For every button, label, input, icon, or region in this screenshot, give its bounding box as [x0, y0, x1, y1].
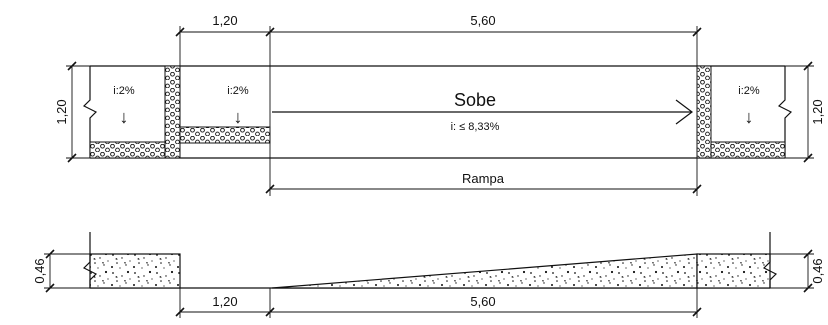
section-dim-bottom-left: 1,20 [212, 294, 237, 309]
plan-left-dimension: 1,20 [54, 61, 90, 163]
plan-dim-right-vertical: 1,20 [810, 99, 825, 124]
plan-dim-top-right: 5,60 [470, 13, 495, 28]
arrow-down-icon: ↓ [234, 107, 243, 127]
section-dim-right-vertical: 0,46 [810, 258, 825, 283]
section-dim-bottom-right: 5,60 [470, 294, 495, 309]
section-dim-left-vertical: 0,46 [32, 258, 47, 283]
ramp-label: Rampa [462, 171, 505, 186]
section-right-dimension: 0,46 [770, 249, 825, 293]
arrow-down-icon: ↓ [745, 107, 754, 127]
slope-label-left-inner: i:2% [227, 85, 249, 97]
section-bottom-dimension: 1,20 5,60 [175, 288, 702, 318]
section-ramp-wedge [271, 253, 698, 289]
ramp-slope-label: i: ≤ 8,33% [451, 121, 500, 133]
ramp-direction-label: Sobe [454, 90, 496, 110]
section-block-right [696, 253, 771, 289]
section-block-left [89, 253, 181, 289]
plan-dim-top-left: 1,20 [212, 13, 237, 28]
plan-top-dimension: 1,20 5,60 [175, 13, 702, 66]
ramp-length-dimension: Rampa [265, 158, 702, 196]
drain-strip-left-bottom [89, 141, 166, 159]
drain-strip-right-vertical [696, 65, 712, 159]
drain-strip-middle [179, 126, 271, 144]
arrow-down-icon: ↓ [120, 107, 129, 127]
plan-right-dimension: 1,20 [785, 61, 825, 163]
arrow-head-icon [675, 99, 693, 125]
plan-dim-left-vertical: 1,20 [54, 99, 69, 124]
section-left-dimension: 0,46 [32, 249, 90, 293]
plan-view: i:2% ↓ i:2% ↓ i:2% ↓ Sobe i: ≤ 8,33% 1,2… [54, 13, 825, 196]
drain-strip-right-bottom [710, 141, 786, 159]
section-view: 0,46 0,46 1,20 5,60 [32, 232, 825, 318]
slope-label-right: i:2% [738, 85, 760, 97]
slope-label-left-outer: i:2% [113, 85, 135, 97]
drain-strip-left-vertical [164, 65, 181, 159]
